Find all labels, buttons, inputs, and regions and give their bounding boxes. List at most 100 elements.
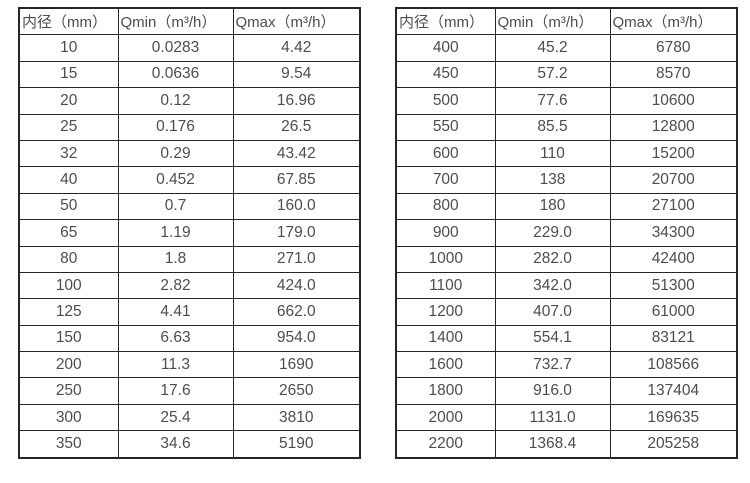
table-row: 200 11.3 1690 xyxy=(18,351,361,379)
cell-inner-diameter: 350 xyxy=(18,430,119,459)
table-row: 1400 554.1 83121 xyxy=(395,324,738,353)
table-row: 40 0.452 67.85 xyxy=(18,166,361,194)
cell-inner-diameter: 1600 xyxy=(395,351,496,379)
cell-inner-diameter: 300 xyxy=(18,403,119,432)
cell-qmax: 67.85 xyxy=(232,166,361,194)
table-row: 250 17.6 2650 xyxy=(18,377,361,405)
table-row: 150 6.63 954.0 xyxy=(18,324,361,353)
cell-qmin: 342.0 xyxy=(494,271,611,300)
cell-qmax: 10600 xyxy=(609,87,738,115)
cell-inner-diameter: 1000 xyxy=(395,245,496,273)
cell-qmax: 42400 xyxy=(609,245,738,273)
cell-qmin: 85.5 xyxy=(494,113,611,141)
cell-inner-diameter: 2200 xyxy=(395,430,496,459)
cell-qmax: 662.0 xyxy=(232,298,361,326)
table-row: 125 4.41 662.0 xyxy=(18,298,361,326)
cell-qmax: 15200 xyxy=(609,139,738,168)
table-row: 20 0.12 16.96 xyxy=(18,87,361,115)
cell-qmax: 137404 xyxy=(609,377,738,405)
cell-inner-diameter: 400 xyxy=(395,34,496,62)
cell-qmax: 26.5 xyxy=(232,113,361,141)
cell-qmax: 108566 xyxy=(609,351,738,379)
cell-qmax: 4.42 xyxy=(232,34,361,62)
header-inner-diameter: 内径（mm） xyxy=(395,7,496,36)
cell-inner-diameter: 50 xyxy=(18,192,119,221)
cell-qmin: 110 xyxy=(494,139,611,168)
cell-inner-diameter: 65 xyxy=(18,219,119,247)
cell-qmin: 180 xyxy=(494,192,611,221)
cell-qmin: 77.6 xyxy=(494,87,611,115)
header-qmin: Qmin（m³/h） xyxy=(494,7,611,36)
cell-qmin: 11.3 xyxy=(117,351,234,379)
table-row: 450 57.2 8570 xyxy=(395,60,738,89)
cell-qmin: 138 xyxy=(494,166,611,194)
cell-qmin: 2.82 xyxy=(117,271,234,300)
cell-qmax: 271.0 xyxy=(232,245,361,273)
table-row: 50 0.7 160.0 xyxy=(18,192,361,221)
cell-inner-diameter: 25 xyxy=(18,113,119,141)
table-row: 10 0.0283 4.42 xyxy=(18,34,361,62)
table-row: 1200 407.0 61000 xyxy=(395,298,738,326)
cell-qmax: 5190 xyxy=(232,430,361,459)
table-row: 80 1.8 271.0 xyxy=(18,245,361,273)
table-row: 25 0.176 26.5 xyxy=(18,113,361,141)
cell-qmax: 424.0 xyxy=(232,271,361,300)
cell-qmin: 1368.4 xyxy=(494,430,611,459)
table-row: 550 85.5 12800 xyxy=(395,113,738,141)
table-row: 32 0.29 43.42 xyxy=(18,139,361,168)
cell-qmin: 916.0 xyxy=(494,377,611,405)
cell-inner-diameter: 15 xyxy=(18,60,119,89)
cell-qmax: 9.54 xyxy=(232,60,361,89)
cell-inner-diameter: 500 xyxy=(395,87,496,115)
header-qmax: Qmax（m³/h） xyxy=(609,7,738,36)
table-row: 500 77.6 10600 xyxy=(395,87,738,115)
cell-inner-diameter: 800 xyxy=(395,192,496,221)
cell-qmin: 17.6 xyxy=(117,377,234,405)
cell-qmax: 2650 xyxy=(232,377,361,405)
cell-inner-diameter: 2000 xyxy=(395,403,496,432)
table-row: 600 110 15200 xyxy=(395,139,738,168)
table-row: 15 0.0636 9.54 xyxy=(18,60,361,89)
cell-inner-diameter: 150 xyxy=(18,324,119,353)
cell-inner-diameter: 700 xyxy=(395,166,496,194)
table-header-row: 内径（mm） Qmin（m³/h） Qmax（m³/h） xyxy=(18,7,361,36)
cell-inner-diameter: 32 xyxy=(18,139,119,168)
cell-inner-diameter: 900 xyxy=(395,219,496,247)
cell-qmin: 1131.0 xyxy=(494,403,611,432)
cell-qmax: 12800 xyxy=(609,113,738,141)
cell-inner-diameter: 250 xyxy=(18,377,119,405)
cell-qmax: 83121 xyxy=(609,324,738,353)
small-diameter-flow-table: 内径（mm） Qmin（m³/h） Qmax（m³/h） 10 0.0283 4.4… xyxy=(18,7,361,459)
cell-inner-diameter: 550 xyxy=(395,113,496,141)
cell-inner-diameter: 1100 xyxy=(395,271,496,300)
table-row: 900 229.0 34300 xyxy=(395,219,738,247)
cell-qmin: 0.0283 xyxy=(117,34,234,62)
cell-qmin: 4.41 xyxy=(117,298,234,326)
table-row: 800 180 27100 xyxy=(395,192,738,221)
cell-inner-diameter: 1400 xyxy=(395,324,496,353)
table-row: 300 25.4 3810 xyxy=(18,403,361,432)
cell-qmax: 954.0 xyxy=(232,324,361,353)
cell-qmax: 160.0 xyxy=(232,192,361,221)
cell-qmin: 407.0 xyxy=(494,298,611,326)
cell-qmax: 169635 xyxy=(609,403,738,432)
cell-qmin: 6.63 xyxy=(117,324,234,353)
table-row: 700 138 20700 xyxy=(395,166,738,194)
cell-qmin: 45.2 xyxy=(494,34,611,62)
cell-qmin: 34.6 xyxy=(117,430,234,459)
cell-qmin: 282.0 xyxy=(494,245,611,273)
cell-qmax: 205258 xyxy=(609,430,738,459)
header-qmax: Qmax（m³/h） xyxy=(232,7,361,36)
cell-qmax: 20700 xyxy=(609,166,738,194)
cell-qmax: 8570 xyxy=(609,60,738,89)
table-row: 350 34.6 5190 xyxy=(18,430,361,459)
cell-qmax: 1690 xyxy=(232,351,361,379)
cell-qmax: 3810 xyxy=(232,403,361,432)
cell-qmin: 1.19 xyxy=(117,219,234,247)
cell-qmin: 0.29 xyxy=(117,139,234,168)
table-row: 2200 1368.4 205258 xyxy=(395,430,738,459)
table-row: 1600 732.7 108566 xyxy=(395,351,738,379)
cell-qmin: 25.4 xyxy=(117,403,234,432)
table-row: 1800 916.0 137404 xyxy=(395,377,738,405)
cell-qmax: 16.96 xyxy=(232,87,361,115)
